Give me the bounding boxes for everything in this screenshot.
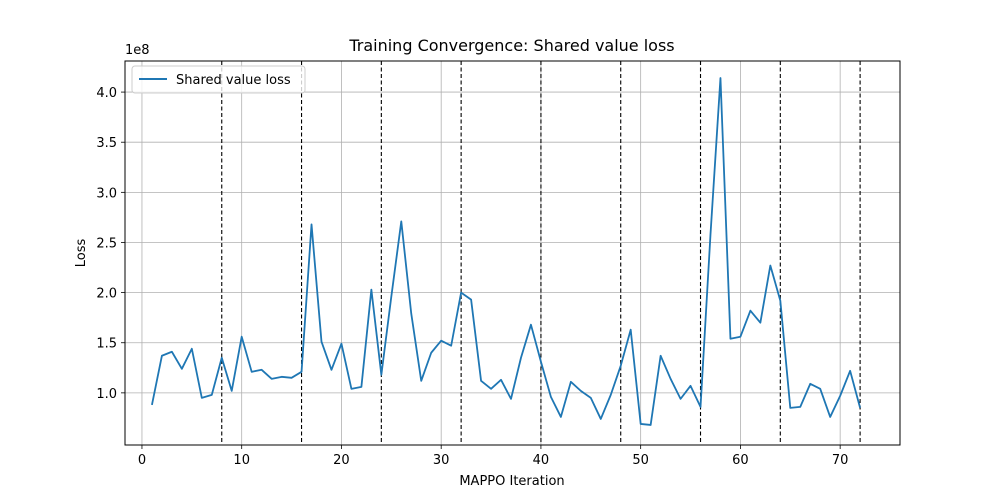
x-tick-label: 0 [138,453,146,468]
y-axis-ticks: 1.0 1.5 2.0 2.5 3.0 3.5 4.0 [96,86,125,402]
legend: Shared value loss [131,65,306,94]
series-line-shared-value-loss [151,77,861,426]
y-scale-label: 1e8 [125,43,150,58]
y-tick-label: 3.5 [96,136,117,151]
x-tick-label: 20 [333,453,350,468]
x-tick-label: 30 [433,453,450,468]
grid-lines [125,61,900,445]
x-tick-label: 10 [233,453,250,468]
iteration-boundary-lines [221,61,861,445]
legend-entry: Shared value loss [176,73,291,88]
y-tick-label: 2.5 [96,236,117,251]
plot-frame [124,60,901,446]
y-tick-label: 3.0 [96,186,117,201]
x-axis-label: MAPPO Iteration [459,474,564,489]
x-tick-label: 40 [533,453,550,468]
x-axis-ticks: 0 10 20 30 40 50 60 70 [138,445,849,468]
x-tick-label: 50 [632,453,649,468]
x-tick-label: 70 [832,453,849,468]
y-tick-label: 2.0 [96,287,117,302]
legend-box [131,65,306,94]
y-tick-label: 1.5 [96,337,117,352]
x-tick-label: 60 [732,453,749,468]
y-axis-label: Loss [74,239,89,268]
y-tick-label: 1.0 [96,387,117,402]
y-tick-label: 4.0 [96,86,117,101]
series-layer [151,77,861,426]
chart-title: Training Convergence: Shared value loss [348,36,674,55]
